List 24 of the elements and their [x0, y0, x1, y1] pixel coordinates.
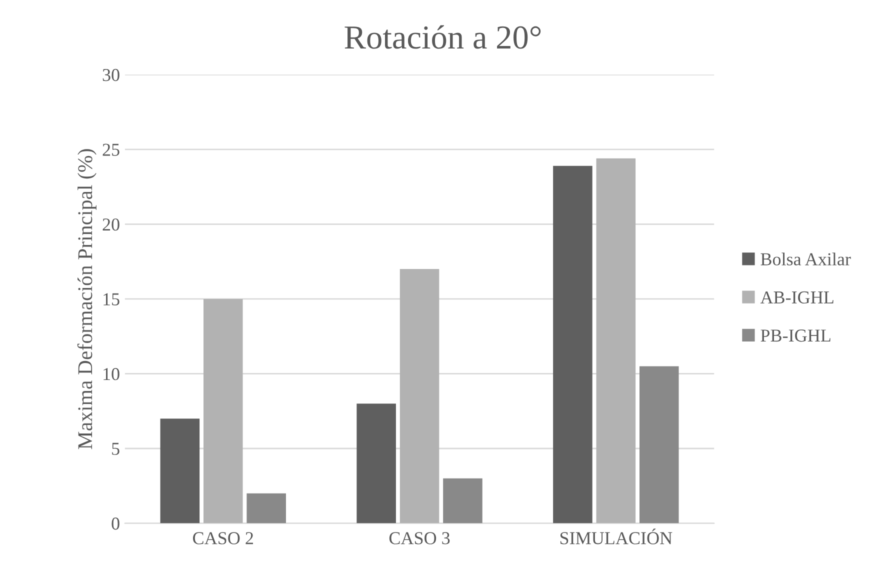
x-tick-label: SIMULACIÓN [560, 528, 672, 544]
bar [246, 493, 286, 524]
x-tick-label: CASO 3 [389, 532, 450, 544]
legend-label: PB-IGHL [760, 330, 830, 342]
y-tick-label: 30 [102, 68, 120, 82]
y-tick-label: 20 [102, 218, 120, 231]
y-tick-label: 5 [112, 442, 120, 455]
y-tick-label: 10 [104, 368, 120, 380]
y-tick-label: 25 [102, 144, 120, 156]
x-tick-label: CASO 2 [193, 532, 253, 544]
chart-title: Rotación a 20° [344, 25, 541, 49]
bar [203, 298, 243, 524]
legend-label: Bolsa Axilar [760, 252, 851, 266]
y-tick-label: 0 [112, 518, 120, 530]
bar [160, 418, 200, 524]
bar [596, 158, 636, 524]
bar [443, 478, 482, 524]
y-tick-label: 15 [104, 293, 120, 306]
y-axis-title: Maxima Deformación Principal (%) [77, 149, 96, 450]
legend-label: AB-IGHL [760, 291, 834, 304]
bar [639, 366, 679, 524]
bar [400, 269, 440, 524]
bar [553, 166, 592, 524]
bar [356, 404, 396, 524]
